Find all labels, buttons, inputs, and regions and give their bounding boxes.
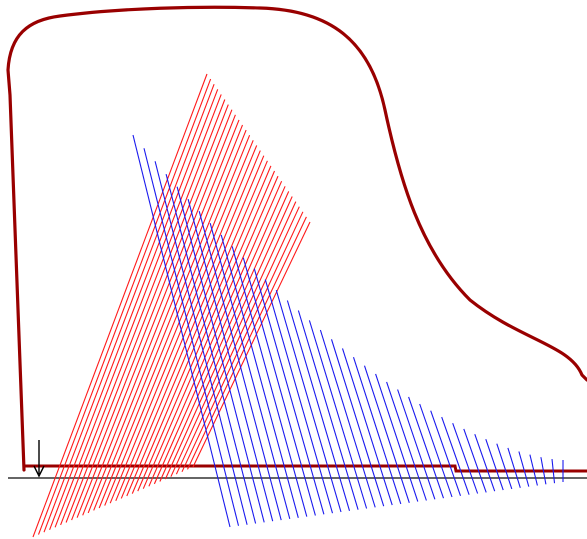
- bass-string: [93, 129, 247, 511]
- bass-string: [60, 99, 226, 526]
- treble-string: [198, 211, 282, 521]
- treble-string: [220, 234, 299, 518]
- treble-string: [187, 198, 274, 522]
- treble-string: [540, 457, 547, 485]
- treble-string: [352, 357, 402, 505]
- treble-string: [551, 459, 556, 484]
- treble-string: [463, 428, 487, 493]
- treble-string: [132, 134, 231, 528]
- treble-string: [408, 396, 445, 499]
- bass-string: [71, 109, 233, 521]
- treble-string: [518, 451, 530, 487]
- treble-string: [485, 439, 504, 491]
- bass-string: [32, 73, 208, 538]
- treble-string: [386, 381, 427, 501]
- bass-string: [153, 186, 286, 485]
- bass-string: [142, 175, 279, 489]
- treble-string: [286, 300, 351, 511]
- bass-string: [82, 119, 240, 516]
- treble-string: [474, 434, 496, 492]
- bass-string: [120, 155, 265, 499]
- treble-string: [330, 339, 385, 507]
- treble-string: [430, 410, 462, 496]
- treble-string: [154, 161, 248, 525]
- bass-string: [175, 206, 300, 475]
- piano-case-outline: [6, 5, 587, 472]
- treble-string: [529, 454, 538, 486]
- down-arrow-icon: [33, 440, 45, 478]
- treble-string: [165, 173, 257, 524]
- treble-string: [363, 365, 410, 503]
- treble-string: [264, 279, 334, 514]
- treble-string: [397, 389, 436, 500]
- treble-string: [341, 348, 393, 506]
- bass-string: [109, 145, 258, 504]
- bass-string: [65, 104, 229, 523]
- bass-string: [98, 134, 251, 509]
- bass-string: [164, 196, 293, 480]
- bass-string: [43, 84, 215, 533]
- treble-string: [176, 186, 265, 523]
- treble-string: [297, 310, 359, 510]
- treble-string: [231, 246, 308, 517]
- bass-string: [37, 78, 212, 535]
- treble-string: [275, 289, 342, 513]
- treble-string: [209, 223, 291, 520]
- treble-string: [507, 447, 521, 488]
- treble-string: [375, 373, 419, 502]
- bass-string: [54, 94, 222, 528]
- treble-string: [319, 329, 376, 508]
- treble-string: [242, 257, 316, 516]
- bass-string: [131, 165, 272, 494]
- treble-string-group: [132, 134, 564, 528]
- treble-string: [452, 423, 479, 494]
- treble-string: [441, 416, 470, 495]
- bass-string: [187, 216, 307, 470]
- bass-string: [76, 114, 236, 518]
- treble-string: [143, 148, 240, 526]
- treble-string: [496, 443, 513, 490]
- treble-string: [308, 320, 368, 509]
- treble-string: [253, 268, 325, 515]
- bass-string: [87, 124, 244, 514]
- keyboard-edge-line: [24, 464, 587, 473]
- bass-string: [49, 89, 219, 530]
- treble-string: [419, 403, 453, 498]
